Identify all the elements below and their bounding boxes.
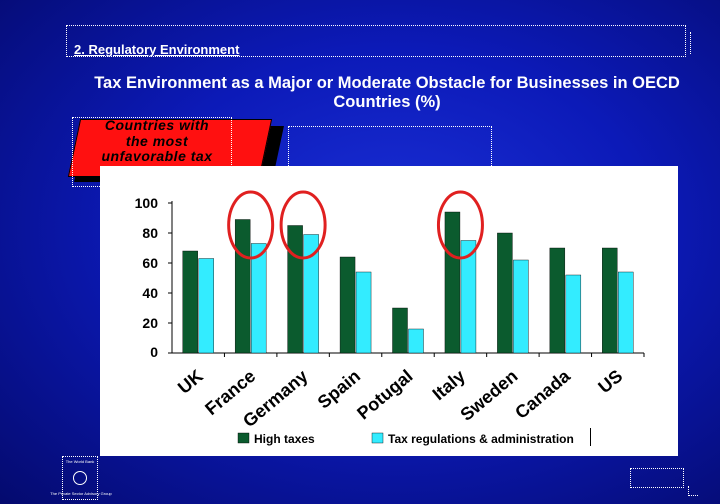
chart-title: Tax Environment as a Major or Moderate O… [94, 74, 680, 111]
world-bank-logo: The World Bank The Private Sector Adviso… [50, 456, 112, 500]
legend-divider [590, 428, 591, 446]
section-label: 2. Regulatory Environment [74, 42, 240, 57]
section-header-edge [686, 32, 691, 54]
section-header-frame [66, 25, 686, 57]
callout-line: Countries with [104, 117, 210, 133]
callout-line: unfavorable tax [101, 148, 213, 164]
chart-area [100, 166, 678, 456]
corner-box [630, 468, 684, 488]
globe-icon [73, 471, 87, 485]
callout-line: the most [125, 132, 189, 149]
logo-top-text: The World Bank [65, 459, 95, 464]
corner-mark [688, 486, 698, 496]
logo-bottom-text: The Private Sector Advisory Group [50, 491, 112, 496]
placeholder-box [288, 126, 492, 168]
